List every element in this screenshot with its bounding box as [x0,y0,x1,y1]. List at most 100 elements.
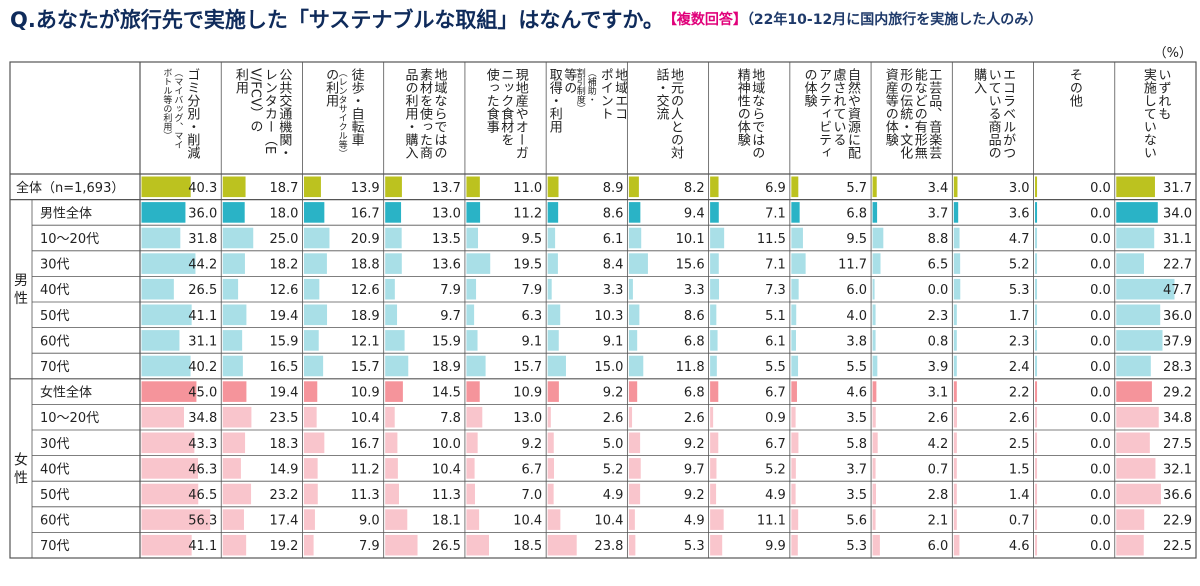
value-label: 11.2 [513,206,542,221]
bar [1116,304,1161,326]
value-label: 2.4 [1009,360,1030,375]
bar [710,458,717,479]
column-header-text: ニック食材を [498,68,514,146]
bar [222,381,247,402]
value-label: 13.9 [351,181,380,196]
value-label: 25.0 [270,232,299,247]
bar [303,227,330,249]
bar [1116,278,1175,300]
value-label: 0.0 [1090,411,1111,426]
bar [222,202,245,223]
bar [466,509,480,530]
value-label: 18.9 [432,360,461,375]
value-label: 0.0 [1090,334,1111,349]
value-label: 6.7 [765,437,786,452]
value-label: 0.0 [1090,283,1111,298]
bar [303,330,319,351]
bar [791,330,796,351]
bar [222,176,246,198]
value-label: 22.7 [1163,258,1192,273]
bar [872,176,877,198]
bar [953,253,961,274]
chart-title: Q.あなたが旅行先で実施した「サステナブルな取組」はなんですか。 【複数回答】（2… [10,4,1190,38]
value-label: 41.1 [188,539,217,554]
bar [710,432,719,454]
bar [872,458,876,479]
value-label: 15.9 [270,334,299,349]
value-label: 31.1 [188,334,217,349]
row-label: 30代 [40,437,70,452]
column-header-text: 資産等の体験 [883,68,899,147]
bar [303,483,318,505]
value-label: 10.4 [432,462,461,477]
value-label: 18.2 [270,258,299,273]
value-label: 10.1 [676,232,705,247]
value-label: 18.7 [270,181,299,196]
value-label: 6.0 [928,539,949,554]
value-label: 3.5 [846,488,867,503]
bar [222,458,241,479]
bar [1116,202,1158,223]
column-header-text: 自然や資源に配 [845,68,861,159]
bar [872,227,884,249]
value-label: 7.3 [765,283,786,298]
value-label: 19.2 [270,539,299,554]
bar [547,355,566,377]
bar [953,227,960,249]
value-label: 46.3 [188,462,217,477]
bar [1035,509,1038,530]
bar [872,381,877,402]
row-label: 男性全体 [40,205,92,221]
bar [303,355,324,377]
value-label: 0.0 [1090,437,1111,452]
table-border [9,61,1197,559]
row-label: 50代 [40,309,70,324]
value-label: 10.0 [432,437,461,452]
bar [791,458,796,479]
value-label: 6.7 [521,462,542,477]
value-label: 7.0 [521,488,542,503]
bar [303,278,320,300]
value-label: 5.3 [846,539,867,554]
value-label: 40.3 [188,181,217,196]
value-label: 9.7 [440,309,461,324]
value-label: 23.2 [270,488,299,503]
value-label: 6.1 [603,232,624,247]
value-label: 37.9 [1163,334,1192,349]
value-label: 6.3 [521,309,542,324]
bar [141,278,174,300]
bar [791,227,803,249]
bar [141,534,192,556]
value-label: 11.2 [351,462,380,477]
bar [628,381,638,402]
bar [872,202,878,223]
bar [710,202,719,223]
bar [303,202,325,223]
bar [953,458,957,479]
value-label: 34.8 [188,411,217,426]
value-label: 3.5 [846,411,867,426]
column-header-text: 工芸品、音楽芸 [926,68,942,160]
value-label: 4.2 [928,437,949,452]
bar [628,534,636,556]
bar [791,432,799,454]
column-header-text: 現地産やオーガ [513,68,529,159]
value-label: 12.6 [351,283,380,298]
bar [872,278,875,300]
bar [141,227,181,249]
value-label: 17.4 [270,514,299,529]
value-label: 18.8 [351,258,380,273]
bar [1035,202,1038,223]
bar [141,330,180,351]
value-label: 34.0 [1163,206,1192,221]
bar [547,432,554,454]
value-label: 8.6 [684,309,705,324]
value-label: 0.0 [1090,360,1111,375]
column-header-text: 徒歩・自転車 [349,68,365,146]
value-label: 7.9 [521,283,542,298]
value-label: 9.0 [359,514,380,529]
value-label: 15.7 [513,360,542,375]
column-header-text: の体験 [801,68,817,108]
bar [872,483,876,505]
